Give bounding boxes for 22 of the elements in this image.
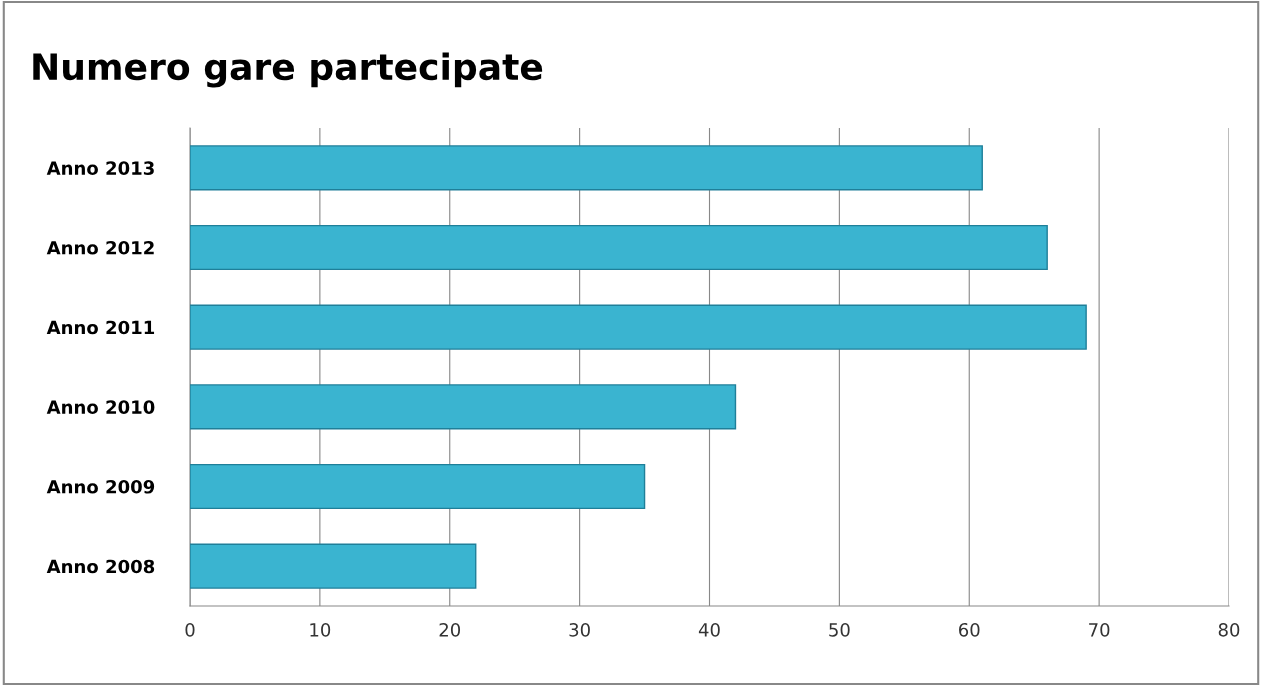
y-tick-label: Anno 2010 [46, 400, 155, 414]
bar [190, 463, 646, 510]
y-tick-label: Anno 2008 [46, 559, 155, 574]
bar [190, 224, 1048, 271]
x-tick-label: 40 [698, 622, 720, 637]
bar [190, 543, 477, 589]
y-tick-label: Anno 2009 [46, 479, 155, 494]
x-tick-label: 20 [439, 622, 461, 637]
x-tick-label: 80 [1218, 622, 1240, 637]
bar [190, 145, 983, 191]
x-tick-label: 50 [829, 622, 850, 637]
bar [190, 304, 1087, 350]
bar [190, 384, 737, 430]
y-tick-label: Anno 2011 [46, 320, 155, 335]
y-tick-label: Anno 2013 [46, 161, 154, 175]
x-tick-label: 30 [569, 622, 590, 637]
x-tick-label: 0 [185, 622, 195, 637]
y-tick-label: Anno 2012 [46, 240, 154, 255]
x-tick-label: 10 [310, 622, 331, 637]
x-tick-label: 70 [1089, 622, 1110, 637]
x-tick-label: 60 [959, 622, 980, 637]
chart-title: Numero gare partecipate [33, 52, 543, 88]
